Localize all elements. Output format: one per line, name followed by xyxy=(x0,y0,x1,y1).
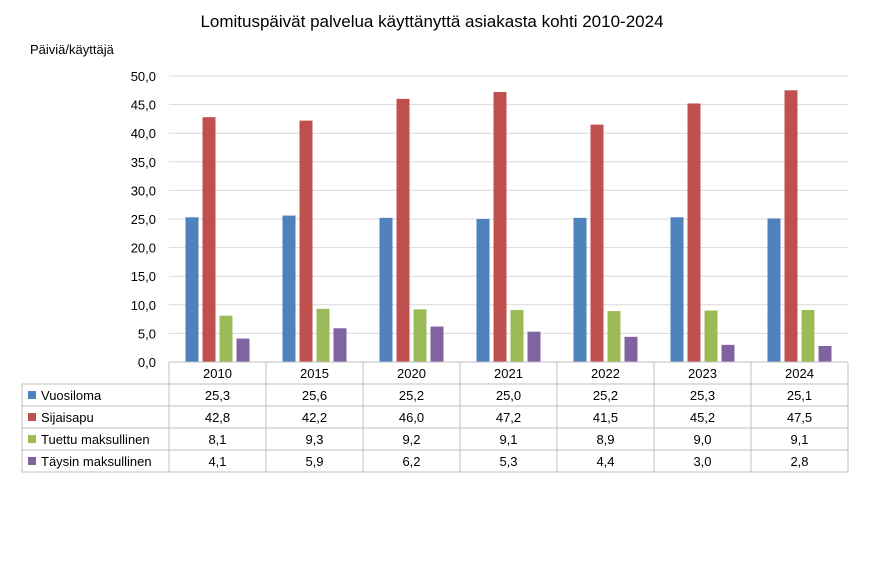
legend-entry: Vuosiloma xyxy=(41,388,102,403)
bar xyxy=(379,217,393,362)
y-tick-label: 45,0 xyxy=(131,98,156,113)
y-tick-label: 25,0 xyxy=(131,212,156,227)
data-label: 46,0 xyxy=(399,410,424,425)
bar xyxy=(687,103,701,363)
legend-entry: Sijaisapu xyxy=(41,410,94,425)
y-axis-label: Päiviä/käyttäjä xyxy=(30,42,115,57)
bar xyxy=(527,331,541,362)
bar xyxy=(607,311,621,362)
bar xyxy=(493,92,507,363)
legend-swatch xyxy=(28,413,36,421)
data-label: 25,0 xyxy=(496,388,521,403)
bar xyxy=(801,309,815,362)
x-tick-label: 2021 xyxy=(494,366,523,381)
y-tick-label: 50,0 xyxy=(131,69,156,84)
bar xyxy=(430,326,444,362)
bar xyxy=(299,120,313,362)
data-label: 6,2 xyxy=(402,454,420,469)
bar xyxy=(704,310,718,362)
legend-swatch xyxy=(28,457,36,465)
data-label: 3,0 xyxy=(693,454,711,469)
y-tick-label: 40,0 xyxy=(131,126,156,141)
bar xyxy=(396,98,410,362)
y-tick-label: 30,0 xyxy=(131,183,156,198)
data-table: 2010 2015 2020 2021 2022 2023 2024 Vuosiloma 25,… xyxy=(21,361,849,473)
y-tick-label: 15,0 xyxy=(131,269,156,284)
legend-entry: Täysin maksullinen xyxy=(41,454,152,469)
y-tick-label: 5,0 xyxy=(138,326,156,341)
bar xyxy=(282,215,296,362)
y-tick-label: 20,0 xyxy=(131,241,156,256)
data-label: 25,2 xyxy=(399,388,424,403)
data-label: 2,8 xyxy=(790,454,808,469)
x-tick-label: 2010 xyxy=(203,366,232,381)
bar xyxy=(413,309,427,362)
data-label: 25,2 xyxy=(593,388,618,403)
chart-title: Lomituspäivät palvelua käyttänyttä asiak… xyxy=(200,12,663,31)
data-label: 4,1 xyxy=(208,454,226,469)
bar xyxy=(510,309,524,362)
bar xyxy=(818,345,832,362)
data-label: 9,1 xyxy=(790,432,808,447)
legend-swatch xyxy=(28,391,36,399)
data-label: 25,1 xyxy=(787,388,812,403)
x-tick-label: 2020 xyxy=(397,366,426,381)
data-label: 5,9 xyxy=(305,454,323,469)
bar xyxy=(476,219,490,362)
data-label: 5,3 xyxy=(499,454,517,469)
bar xyxy=(185,217,199,362)
y-tick-label: 10,0 xyxy=(131,298,156,313)
data-label: 47,5 xyxy=(787,410,812,425)
data-label: 8,9 xyxy=(596,432,614,447)
data-label: 8,1 xyxy=(208,432,226,447)
data-label: 9,1 xyxy=(499,432,517,447)
x-tick-label: 2023 xyxy=(688,366,717,381)
bar xyxy=(202,117,216,363)
data-label: 45,2 xyxy=(690,410,715,425)
bar xyxy=(624,336,638,362)
bar xyxy=(236,338,250,362)
gridlines xyxy=(169,75,848,363)
data-label: 42,8 xyxy=(205,410,230,425)
bar xyxy=(590,124,604,363)
data-label: 9,3 xyxy=(305,432,323,447)
bar xyxy=(573,217,587,362)
data-label: 25,3 xyxy=(690,388,715,403)
bar xyxy=(316,308,330,362)
data-label: 25,6 xyxy=(302,388,327,403)
legend-entry: Tuettu maksullinen xyxy=(41,432,150,447)
data-label: 4,4 xyxy=(596,454,614,469)
data-label: 42,2 xyxy=(302,410,327,425)
data-label: 9,2 xyxy=(402,432,420,447)
y-tick-label: 0,0 xyxy=(138,355,156,370)
bar xyxy=(219,315,233,362)
x-tick-label: 2024 xyxy=(785,366,814,381)
bar xyxy=(767,218,781,362)
bar xyxy=(333,328,347,362)
bars xyxy=(185,90,832,363)
y-axis-ticks: 0,0 5,0 10,0 15,0 20,0 25,0 30,0 35,0 40,0 45,0 50… xyxy=(131,69,156,370)
data-label: 9,0 xyxy=(693,432,711,447)
bar xyxy=(784,90,798,363)
data-label: 25,3 xyxy=(205,388,230,403)
data-label: 47,2 xyxy=(496,410,521,425)
y-tick-label: 35,0 xyxy=(131,155,156,170)
legend-swatch xyxy=(28,435,36,443)
bar xyxy=(721,344,735,362)
x-tick-label: 2015 xyxy=(300,366,329,381)
data-label: 41,5 xyxy=(593,410,618,425)
bar xyxy=(670,217,684,362)
x-tick-label: 2022 xyxy=(591,366,620,381)
